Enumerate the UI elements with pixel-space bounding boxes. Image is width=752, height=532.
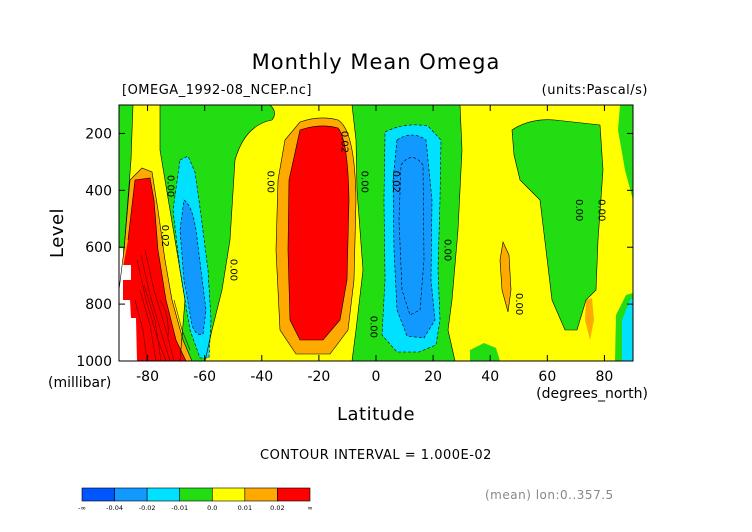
contour-label: 0.00 (227, 259, 238, 281)
contour-label: 0.02 (159, 225, 170, 247)
contour-label: 0.00 (442, 239, 453, 261)
red-region-sh (119, 178, 186, 361)
x-tick-label: 0 (372, 369, 381, 385)
contour-lines (119, 105, 604, 361)
orange-streak-polar (585, 298, 594, 340)
x-tick-label: 20 (424, 369, 442, 385)
green-region-sh-west (119, 105, 133, 290)
colorbar-swatch (244, 487, 278, 502)
blue-region-sh (180, 200, 206, 335)
green-region-nh (512, 119, 603, 330)
contour-label: 0.00 (165, 175, 176, 197)
colorbar-label: 0.01 (238, 504, 252, 512)
colorbar-label: -0.04 (106, 504, 123, 512)
dense-contours-antarctica (134, 249, 191, 361)
dashed-contours (172, 124, 442, 359)
colorbar-label: 0.02 (270, 504, 284, 512)
red-region-subtropics (288, 125, 349, 341)
x-tick-label: 80 (596, 369, 614, 385)
y-tick-label: 800 (85, 297, 112, 313)
y-tick-label: 600 (85, 240, 112, 256)
y-tick-label: 400 (85, 183, 112, 199)
x-units-label: (degrees_north) (536, 386, 648, 402)
cyan-region-arctic (622, 298, 633, 361)
x-tick-label: -60 (193, 369, 216, 385)
green-region-nh-pole (618, 105, 633, 200)
colorbar-swatch (277, 487, 311, 502)
contour-label: 0.00 (264, 171, 275, 193)
contour-label: 0.00 (513, 293, 524, 315)
colorbar-label: ∞ (307, 504, 312, 512)
y-tick-label: 200 (85, 126, 112, 142)
contour-interval-text: CONTOUR INTERVAL = 1.000E-02 (260, 448, 492, 463)
chart-title: Monthly Mean Omega (252, 50, 501, 74)
contour-labels: 0.00 0.02 0.00 0.00 0.02 0.00 0.02 0.00 0.00 0.00… (159, 131, 607, 338)
file-label: [OMEGA_1992-08_NCEP.nc] (122, 83, 312, 98)
y-units-label: (millibar) (48, 375, 111, 391)
colorbar-swatch (211, 487, 246, 502)
colorbar-label: -∞ (78, 504, 86, 512)
colorbar-swatch (146, 487, 181, 502)
footnote: (mean) lon:0..357.5 (485, 488, 614, 502)
colorbar-label: -0.02 (139, 504, 156, 512)
x-tick-label: 40 (481, 369, 499, 385)
x-tick-label: -20 (307, 369, 330, 385)
x-tick-label: -80 (136, 369, 159, 385)
colorbar-swatch (179, 487, 213, 502)
colorbar-label: -0.01 (171, 504, 188, 512)
contour-label: 0.02 (339, 131, 350, 153)
contour-field (119, 105, 633, 361)
x-tick-label: -40 (250, 369, 273, 385)
y-tick-label: 1000 (76, 354, 112, 370)
colorbar-swatch (81, 487, 115, 502)
contour-label: 0.02 (390, 171, 401, 193)
y-axis-label: Level (47, 208, 68, 258)
orange-streak-north (500, 242, 511, 312)
contour-label: 0.00 (596, 199, 607, 221)
missing-data-patch (119, 248, 137, 361)
x-axis: -80 -60 -40 -20 0 20 40 60 80 (136, 105, 613, 385)
blue-region-tropics (393, 135, 435, 338)
contour-label: 0.00 (359, 171, 370, 193)
contour-label: 0.00 (573, 199, 584, 221)
colorbar-label: 0.0 (207, 504, 217, 512)
x-axis-label: Latitude (337, 404, 415, 425)
colorbar: -∞ -0.04 -0.02 -0.01 0.0 0.01 0.02 ∞ (78, 487, 313, 512)
units-label: (units:Pascal/s) (542, 83, 648, 98)
green-patch-north (470, 343, 500, 361)
y-axis: 200 400 600 800 1000 (76, 126, 633, 370)
x-tick-label: 60 (538, 369, 556, 385)
contour-label: 0.00 (367, 316, 378, 338)
colorbar-swatch (114, 487, 148, 502)
